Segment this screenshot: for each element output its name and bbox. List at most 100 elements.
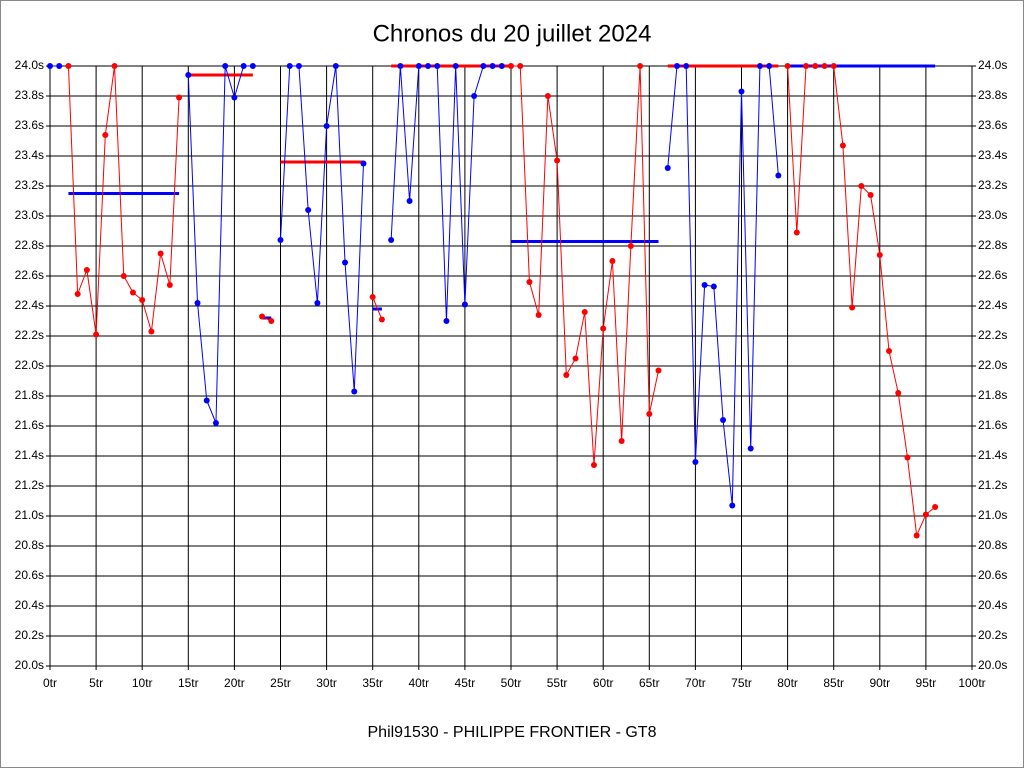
data-point bbox=[231, 94, 238, 101]
data-point bbox=[637, 63, 644, 69]
data-point bbox=[849, 304, 856, 311]
data-point bbox=[56, 63, 63, 69]
x-tick-label: 80tr bbox=[777, 676, 798, 690]
data-point bbox=[858, 183, 865, 189]
data-point bbox=[203, 397, 210, 404]
data-point bbox=[821, 63, 828, 69]
data-point bbox=[729, 502, 736, 509]
data-point bbox=[378, 316, 385, 323]
data-point bbox=[922, 511, 929, 518]
y-tick-label: 23.6s bbox=[15, 118, 44, 132]
y-tick-label: 21.4s bbox=[15, 448, 44, 462]
data-point bbox=[332, 63, 339, 69]
data-point bbox=[756, 63, 763, 69]
data-point bbox=[240, 63, 247, 69]
data-point bbox=[812, 63, 819, 69]
x-tick-label: 85tr bbox=[823, 676, 844, 690]
data-point bbox=[176, 94, 183, 101]
data-point bbox=[259, 313, 266, 320]
y2-tick-label: 22.2s bbox=[978, 328, 1007, 342]
y2-tick-label: 20.0s bbox=[978, 658, 1007, 672]
x-axis-label: Phil91530 - PHILIPPE FRONTIER - GT8 bbox=[368, 724, 657, 741]
y2-tick-label: 21.8s bbox=[978, 388, 1007, 402]
data-point bbox=[47, 63, 53, 69]
data-point bbox=[139, 297, 146, 303]
data-point bbox=[747, 445, 754, 452]
data-point bbox=[314, 300, 321, 306]
data-point bbox=[738, 88, 745, 95]
data-point bbox=[157, 250, 164, 257]
y-tick-label: 23.4s bbox=[15, 148, 44, 162]
data-point bbox=[194, 300, 201, 306]
y-tick-label: 20.6s bbox=[15, 568, 44, 582]
y-tick-label: 24.0s bbox=[15, 58, 44, 72]
chart-title: Chronos du 20 juillet 2024 bbox=[373, 20, 652, 47]
data-point bbox=[830, 63, 837, 69]
data-point bbox=[618, 438, 625, 444]
x-tick-label: 65tr bbox=[639, 676, 660, 690]
data-point bbox=[766, 63, 773, 69]
y2-tick-label: 20.2s bbox=[978, 628, 1007, 642]
data-point bbox=[609, 258, 616, 264]
y-tick-label: 22.6s bbox=[15, 268, 44, 282]
data-point bbox=[120, 273, 127, 279]
data-point bbox=[360, 160, 367, 167]
data-point bbox=[646, 411, 653, 417]
y2-tick-label: 22.6s bbox=[978, 268, 1007, 282]
y2-tick-label: 20.4s bbox=[978, 598, 1007, 612]
x-tick-label: 40tr bbox=[408, 676, 429, 690]
y2-tick-label: 23.2s bbox=[978, 178, 1007, 192]
y-tick-label: 20.2s bbox=[15, 628, 44, 642]
data-point bbox=[323, 123, 330, 129]
data-point bbox=[886, 348, 893, 354]
data-point bbox=[351, 388, 358, 395]
data-point bbox=[544, 93, 551, 99]
x-tick-label: 55tr bbox=[547, 676, 568, 690]
x-tick-label: 10tr bbox=[132, 676, 153, 690]
data-point bbox=[554, 157, 561, 164]
data-point bbox=[305, 207, 312, 213]
y-tick-label: 21.2s bbox=[15, 478, 44, 492]
y-tick-label: 23.0s bbox=[15, 208, 44, 222]
x-tick-label: 100tr bbox=[958, 676, 985, 690]
data-point bbox=[710, 283, 717, 290]
y2-tick-label: 21.6s bbox=[978, 418, 1007, 432]
y-tick-label: 20.4s bbox=[15, 598, 44, 612]
y2-tick-label: 20.6s bbox=[978, 568, 1007, 582]
y2-tick-label: 23.6s bbox=[978, 118, 1007, 132]
data-point bbox=[655, 367, 662, 374]
x-tick-label: 30tr bbox=[316, 676, 337, 690]
y2-tick-label: 22.4s bbox=[978, 298, 1007, 312]
data-point bbox=[673, 63, 680, 69]
data-point bbox=[277, 237, 284, 243]
data-point bbox=[793, 229, 800, 236]
y-tick-label: 22.2s bbox=[15, 328, 44, 342]
data-point bbox=[129, 289, 136, 296]
data-point bbox=[111, 63, 118, 69]
x-tick-label: 25tr bbox=[270, 676, 291, 690]
data-point bbox=[867, 192, 874, 198]
data-point bbox=[508, 63, 514, 69]
x-tick-label: 35tr bbox=[362, 676, 383, 690]
data-point bbox=[406, 198, 413, 204]
series-line bbox=[187, 65, 253, 424]
data-point bbox=[775, 172, 782, 179]
data-point bbox=[498, 63, 505, 69]
y-tick-label: 22.0s bbox=[15, 358, 44, 372]
data-point bbox=[932, 504, 939, 510]
x-tick-label: 70tr bbox=[685, 676, 706, 690]
data-point bbox=[102, 132, 109, 138]
x-tick-label: 95tr bbox=[916, 676, 937, 690]
y2-tick-label: 23.8s bbox=[978, 88, 1007, 102]
data-point bbox=[452, 63, 459, 69]
data-point bbox=[286, 63, 293, 69]
x-tick-label: 90tr bbox=[869, 676, 890, 690]
data-point bbox=[415, 63, 422, 69]
data-point bbox=[222, 63, 229, 69]
x-tick-label: 50tr bbox=[501, 676, 522, 690]
data-point bbox=[166, 282, 173, 288]
data-point bbox=[895, 390, 902, 396]
y2-tick-label: 22.8s bbox=[978, 238, 1007, 252]
y2-tick-label: 21.2s bbox=[978, 478, 1007, 492]
